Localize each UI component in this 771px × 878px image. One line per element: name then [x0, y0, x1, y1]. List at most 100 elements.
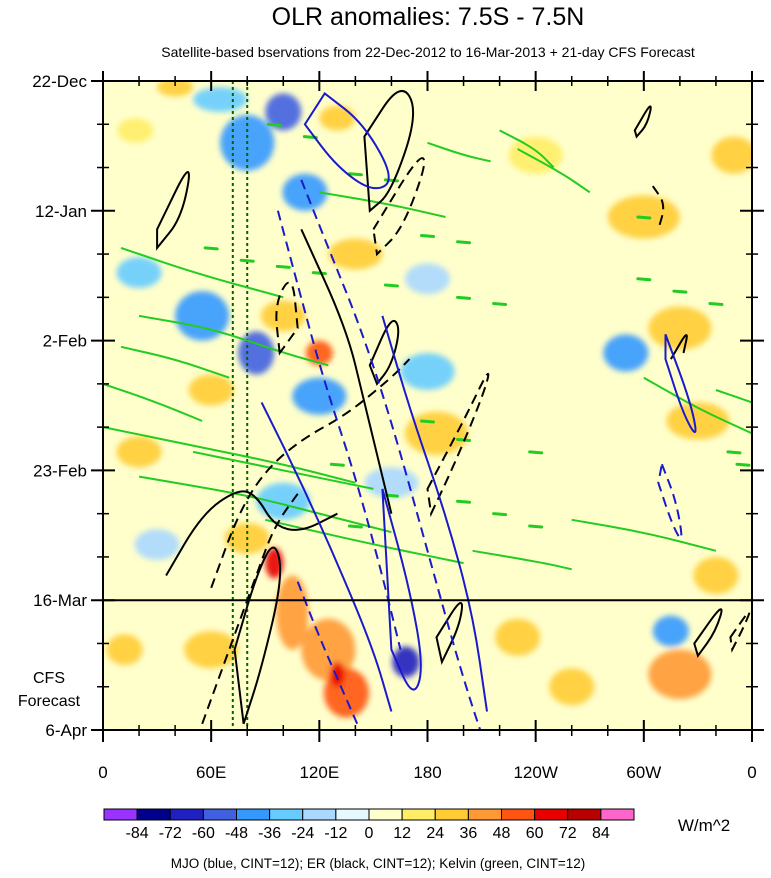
- er-contour: [426, 373, 490, 518]
- colorbar-swatch: [600, 808, 635, 821]
- forecast-label-line1: CFS: [33, 670, 65, 687]
- kelvin-contour-dash: [708, 302, 724, 307]
- mjo-contour: [260, 401, 393, 712]
- olr-anomaly-blob: [276, 575, 309, 650]
- y-tick-label: 6-Apr: [45, 721, 87, 740]
- colorbar-swatch: [236, 808, 271, 821]
- kelvin-contour: [138, 475, 392, 534]
- colorbar-swatch: [335, 808, 370, 821]
- kelvin-contour: [120, 246, 284, 299]
- x-tick-label: 60W: [626, 763, 661, 782]
- colorbar-units: W/m^2: [678, 816, 730, 835]
- kelvin-contour: [427, 141, 491, 163]
- colorbar-label: -84: [126, 825, 149, 842]
- olr-anomaly-blob: [648, 649, 712, 700]
- er-contour: [210, 358, 411, 589]
- olr-anomaly-blob: [652, 615, 689, 647]
- kelvin-contour-dash: [636, 215, 652, 220]
- axes: 22-Dec 12-Jan 2-Feb 23-Feb 16-Mar 6-Apr 0 60E 12…: [32, 71, 764, 782]
- olr-anomaly-blob: [260, 300, 306, 332]
- er-contour: [156, 171, 190, 251]
- colorbar-swatch: [434, 808, 469, 821]
- kelvin-contour-dash: [347, 172, 363, 177]
- olr-anomaly-blob: [603, 334, 649, 372]
- er-contour: [275, 281, 299, 356]
- colorbar-label: 84: [592, 825, 610, 842]
- olr-anomaly-blob: [188, 374, 234, 406]
- kelvin-contour: [103, 426, 356, 484]
- colorbar-label: -60: [192, 825, 215, 842]
- kelvin-contour-dash: [456, 240, 472, 245]
- colorbar-swatch: [401, 808, 436, 821]
- kelvin-contour: [192, 450, 374, 490]
- mjo-contour: [303, 91, 390, 190]
- y-tick-label: 2-Feb: [43, 332, 87, 351]
- olr-anomaly-blob: [404, 411, 469, 455]
- mjo-contour: [381, 488, 422, 691]
- kelvin-contour-dash: [672, 289, 688, 294]
- olr-anomaly-blob: [175, 291, 230, 341]
- kelvin-contour-dash: [636, 277, 652, 282]
- contour-overlays: [103, 81, 752, 730]
- x-tick-label: 0: [747, 763, 756, 782]
- plot-area: [102, 80, 753, 731]
- colorbar-label: 36: [459, 825, 477, 842]
- er-contour: [693, 608, 723, 659]
- kelvin-contour: [571, 518, 717, 552]
- olr-anomaly-blob: [404, 263, 451, 295]
- kelvin-contour: [499, 129, 555, 169]
- kelvin-contour: [138, 314, 329, 367]
- er-contour: [633, 105, 652, 139]
- chart-subtitle: Satellite-based bservations from 22-Dec-…: [161, 44, 695, 60]
- olr-anomaly-blob: [392, 646, 420, 678]
- kelvin-contour-dash: [383, 178, 399, 183]
- y-tick-label: 23-Feb: [33, 461, 87, 480]
- olr-anomaly-blob: [495, 618, 541, 656]
- olr-anomaly-blob: [666, 402, 730, 440]
- olr-anomaly-blob: [134, 529, 180, 561]
- kelvin-contour-dash: [239, 258, 255, 263]
- kelvin-contour: [643, 376, 752, 435]
- olr-anomaly-blob: [256, 482, 311, 520]
- kelvin-contour-dash: [420, 234, 435, 239]
- plot-background: [103, 81, 752, 730]
- kelvin-contour-dash: [275, 264, 291, 269]
- kelvin-contour-dash: [492, 302, 508, 307]
- kelvin-contour: [103, 382, 203, 422]
- colorbar-label: -36: [258, 825, 281, 842]
- x-tick-label: 60E: [196, 763, 226, 782]
- olr-anomaly-blob: [116, 436, 162, 468]
- olr-anomaly-blob: [508, 136, 563, 174]
- colorbar-label: 60: [526, 825, 544, 842]
- colorbar-swatch: [567, 808, 602, 821]
- colorbar-label: 72: [559, 825, 577, 842]
- x-tick-label: 180: [413, 763, 441, 782]
- olr-anomaly-blob: [157, 81, 194, 97]
- olr-anomaly-blob: [400, 352, 455, 391]
- kelvin-contour: [517, 148, 591, 194]
- x-tick-label: 120E: [299, 763, 339, 782]
- olr-anomaly-blob: [265, 93, 302, 131]
- er-contour: [300, 228, 393, 514]
- olr-anomaly-blob: [364, 467, 419, 499]
- kelvin-contour-dash: [528, 450, 544, 455]
- kelvin-contour: [120, 345, 230, 379]
- olr-anomaly-blob: [282, 173, 328, 211]
- olr-anomaly-blob: [319, 105, 356, 131]
- olr-anomaly-blob: [549, 668, 595, 706]
- colorbar-label: -24: [291, 825, 314, 842]
- colorbar-swatch: [501, 808, 536, 821]
- er-contour: [372, 157, 426, 257]
- kelvin-contour-dash: [726, 450, 742, 455]
- olr-anomaly-blob: [328, 238, 383, 270]
- er-contour: [165, 490, 338, 577]
- olr-anomaly-blob: [116, 257, 162, 289]
- er-contour: [201, 488, 303, 725]
- olr-anomaly-blob: [117, 118, 154, 143]
- colorbar-swatch: [202, 808, 237, 821]
- er-contour: [363, 89, 415, 213]
- er-contour: [435, 602, 464, 666]
- kelvin-contour-dash: [347, 524, 363, 529]
- olr-anomaly-blob: [106, 634, 143, 666]
- olr-anomaly-blob: [693, 556, 739, 595]
